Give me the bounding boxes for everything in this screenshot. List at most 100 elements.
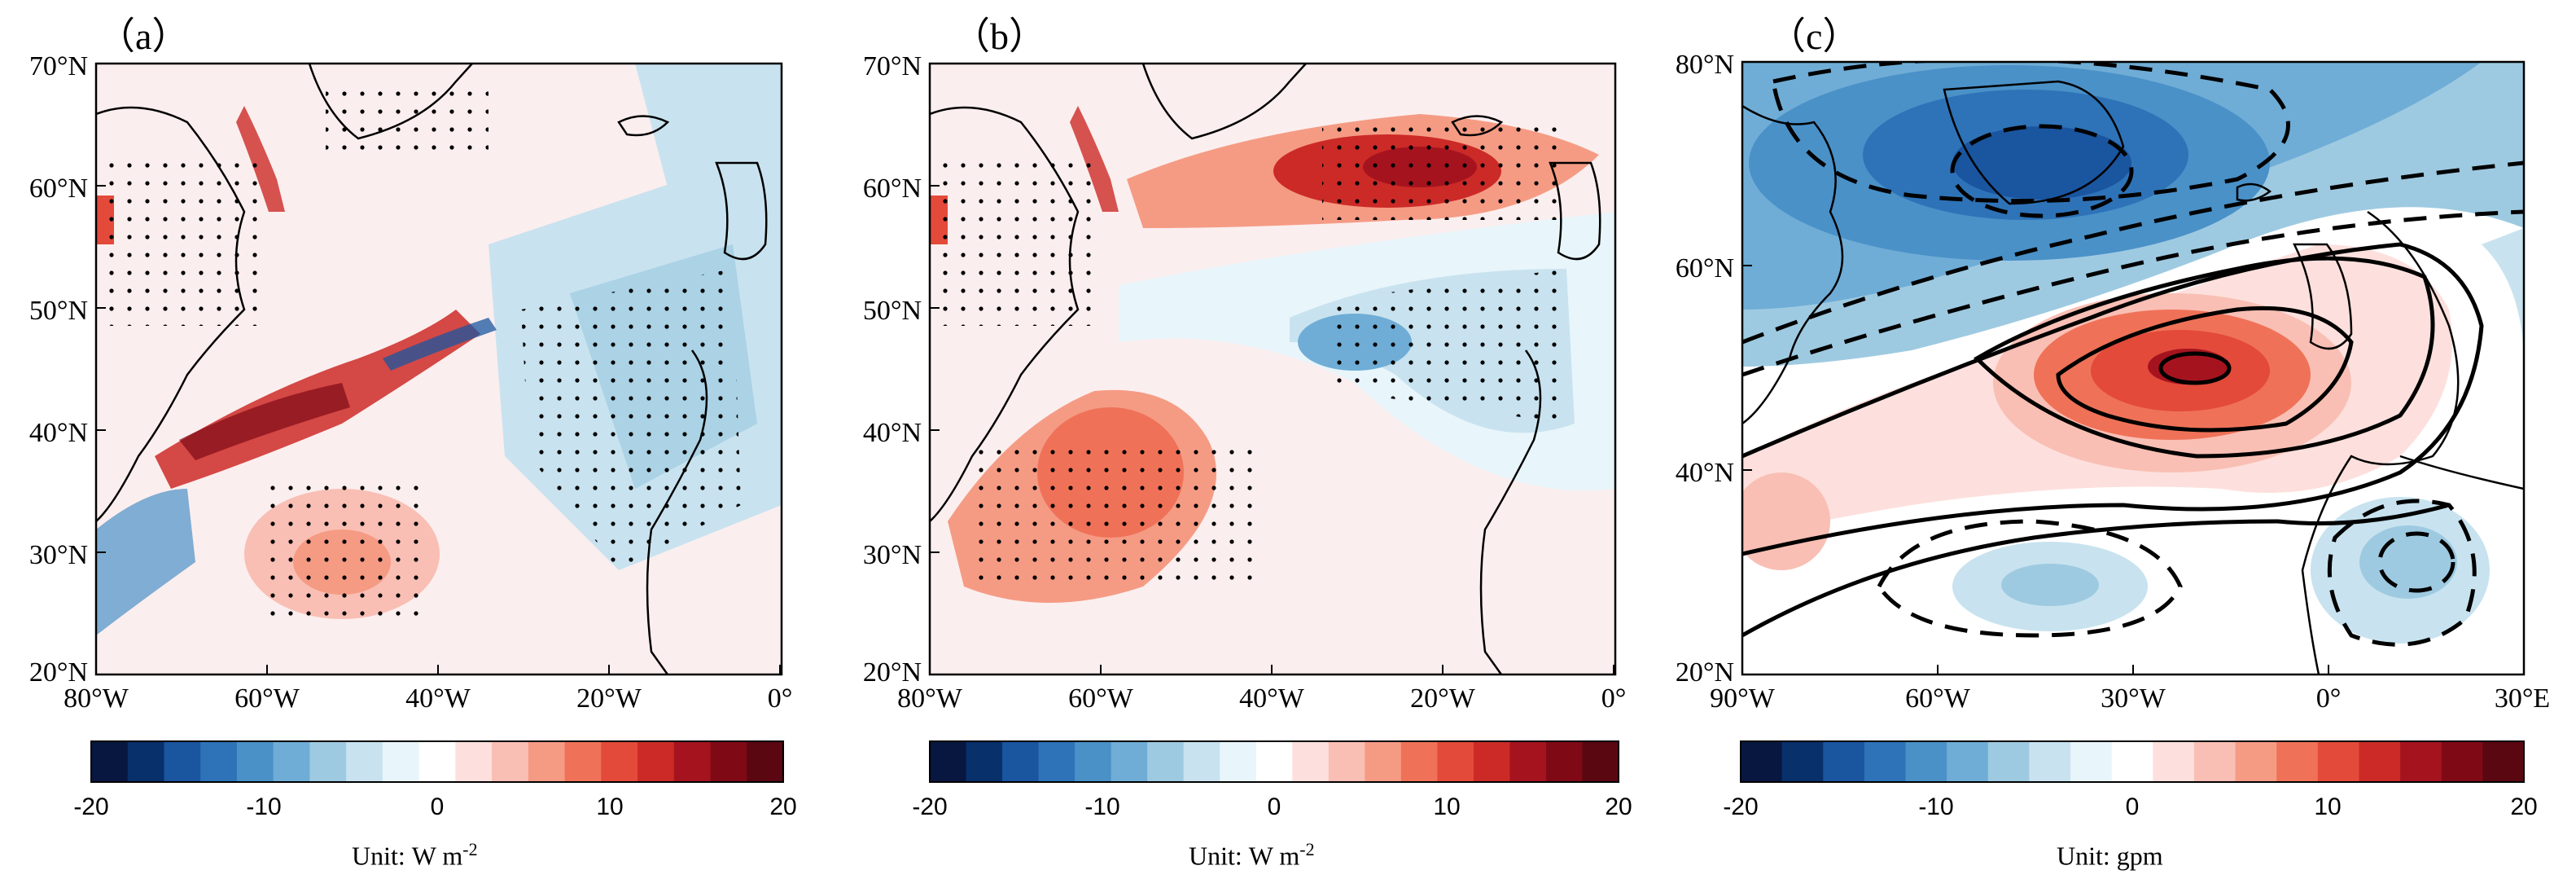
x-tick-label: 0° [2316,683,2342,714]
colorbar-swatch [2276,741,2319,782]
colorbar-swatch [1741,741,1783,782]
colorbar-swatch [1545,741,1583,782]
x-tick-label: 30°W [2101,683,2166,714]
colorbar [1740,740,2525,783]
map-panel-a: 70°N 60°N 50°N 40°N 30°N 20°N 80°W 60°W … [29,51,797,820]
colorbar-swatch [418,741,456,782]
y-tick-label: 60°N [29,174,88,204]
x-tick-label: 40°W [405,683,471,714]
colorbar-swatch [2193,741,2236,782]
significance-stipple [940,122,1566,587]
colorbar-swatch [1987,741,2030,782]
colorbar-tick: 20 [769,793,796,820]
colorbar-swatch [1220,741,1257,782]
colorbar-swatch [1002,741,1040,782]
colorbar-swatch [309,741,347,782]
colorbar-swatch [1255,741,1293,782]
colorbar-swatch [2317,741,2359,782]
colorbar-swatch [673,741,712,782]
coastline-iceland [2236,182,2272,202]
unit-exponent: -2 [1299,839,1315,859]
colorbar-swatch [346,741,383,782]
colorbar-swatch [1400,741,1438,782]
colorbar-swatch [455,741,493,782]
significance-stipple [106,90,741,619]
colorbar-swatch [1183,741,1220,782]
colorbar [90,740,784,783]
x-tick-label: 60°W [1068,683,1134,714]
panel-label: （a） [98,15,190,57]
colorbar-swatch [1473,741,1510,782]
colorbar-swatch [2111,741,2153,782]
y-tick-label: 50°N [29,296,88,326]
colorbar-swatch [1328,741,1365,782]
colorbar-tick: 20 [1605,793,1632,820]
unit-value: gpm [2116,841,2163,871]
colorbar-swatch [1292,741,1330,782]
colorbar-swatch [1582,741,1619,782]
x-tick-label: 0° [1601,683,1627,714]
y-tick-label: 50°N [863,296,922,326]
colorbar-swatch [637,741,675,782]
coastline-europe [2301,210,2460,674]
colorbar-swatch [1038,741,1076,782]
colorbar-tick: -10 [1084,793,1119,820]
coastline-iceland [617,115,670,137]
colorbar-swatch [273,741,310,782]
colorbar-swatch [2153,741,2195,782]
colorbar-tick: -10 [246,793,281,820]
map-panel-c: 80°N 60°N 40°N 20°N 90°W 60°W 30°W 0° 30… [1676,50,2550,820]
y-tick-label: 40°N [863,418,922,448]
coastline-britain [2292,243,2353,350]
colorbar-swatch [2070,741,2113,782]
colorbar-swatch [1781,741,1824,782]
y-tick-label: 40°N [1676,458,1734,488]
colorbar-swatch [966,741,1003,782]
colorbar-swatch [1905,741,1947,782]
colorbar-swatch [1864,741,1907,782]
y-tick-label: 70°N [863,51,922,81]
y-tick-label: 60°N [1676,253,1734,283]
anomaly-blue-southwest [96,489,195,635]
x-tick-label: 90°W [1710,683,1776,714]
y-tick-label: 30°N [863,540,922,570]
coastline-mediterranean [2399,455,2524,490]
colorbar-swatch [601,741,638,782]
x-tick-label: 40°W [1239,683,1305,714]
coastline-greenland [1141,64,1307,140]
colorbar-swatch [564,741,602,782]
colorbar-swatch [1509,741,1547,782]
y-tick-label: 20°N [863,657,922,688]
colorbar-swatch [1075,741,1112,782]
colorbar-swatch [2029,741,2071,782]
x-tick-label: 20°W [1410,683,1476,714]
x-tick-label: 0° [768,683,793,714]
panel-b: （b） [834,0,1648,892]
colorbar-tick: -20 [912,793,947,820]
colorbar-tick: -10 [1918,793,1953,820]
colorbar-swatch [710,741,747,782]
panel-c: （c） [1667,0,2576,892]
y-tick-label: 60°N [863,174,922,204]
colorbar-swatch [127,741,164,782]
colorbar-tick: -20 [73,793,108,820]
colorbar-swatch [200,741,238,782]
y-tick-label: 20°N [1676,657,1734,688]
colorbar-swatch [236,741,274,782]
coastline-greenland [1943,80,2125,205]
coastline-north-america [1742,104,1844,425]
colorbar-swatch [1365,741,1402,782]
y-tick-label: 20°N [29,657,88,688]
colorbar-swatch [2235,741,2277,782]
y-tick-label: 80°N [1676,50,1734,80]
map-panel-b: 70°N 60°N 50°N 40°N 30°N 20°N 80°W 60°W … [863,51,1632,820]
colorbar-swatch [382,741,420,782]
anomaly-blue-north [635,64,782,212]
colorbar-tick: 10 [596,793,623,820]
coastline-britain [715,161,768,261]
colorbar-swatch [930,741,967,782]
unit-caption: Unit: W m-2 [352,839,478,872]
unit-value: W m [1248,841,1300,871]
unit-caption: Unit: W m-2 [1189,839,1315,872]
colorbar-swatch [2441,741,2483,782]
